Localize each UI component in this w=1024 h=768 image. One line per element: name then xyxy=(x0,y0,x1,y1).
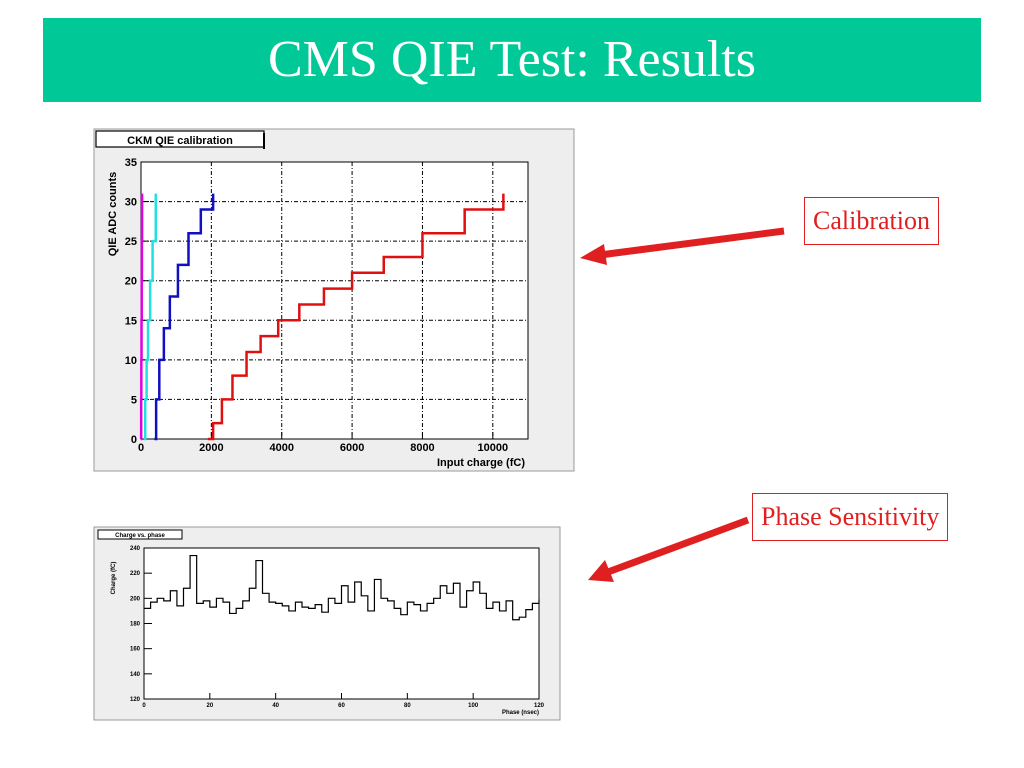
title-bar: CMS QIE Test: Results xyxy=(43,18,981,102)
phase-chart-title: Charge vs. phase xyxy=(115,533,165,539)
slide-title: CMS QIE Test: Results xyxy=(267,31,756,88)
phase-sensitivity-callout: Phase Sensitivity xyxy=(752,493,949,541)
phase-y-tick-label: 140 xyxy=(130,672,141,678)
phase-x-tick-label: 20 xyxy=(206,703,213,709)
phase-x-axis-label: Phase (nsec) xyxy=(502,710,539,716)
calibration-series-line-3 xyxy=(207,193,505,441)
phase-y-tick-label: 160 xyxy=(130,647,141,653)
calibration-y-tick-label: 0 xyxy=(131,434,137,446)
calibration-chart-title: CKM QIE calibration xyxy=(127,135,233,147)
phase-ticks: 0 20 40 60 80 100 120 120 140 160 180 200 220 240 xyxy=(130,546,545,709)
calibration-x-tick-label: 8000 xyxy=(410,442,434,454)
phase-x-tick-label: 0 xyxy=(142,703,146,709)
phase-arrow xyxy=(588,516,750,582)
calibration-x-tick-label: 0 xyxy=(138,442,144,454)
calibration-y-tick-label: 30 xyxy=(125,197,137,209)
phase-series xyxy=(144,554,540,621)
phase-x-tick-label: 40 xyxy=(272,703,279,709)
calibration-series-line-2 xyxy=(154,193,215,441)
phase-series-line-0 xyxy=(144,554,540,621)
calibration-y-tick-label: 5 xyxy=(131,394,137,406)
calibration-y-tick-label: 35 xyxy=(125,157,137,169)
calibration-ticks: 0 2000 4000 6000 8000 10000 0 5 10 15 20 25 30 35 xyxy=(125,157,508,454)
phase-x-tick-label: 100 xyxy=(468,703,479,709)
calibration-plot-area xyxy=(140,161,529,440)
calibration-x-tick-label: 4000 xyxy=(269,442,293,454)
calibration-y-tick-label: 15 xyxy=(125,315,137,327)
phase-x-tick-label: 60 xyxy=(338,703,345,709)
calibration-x-tick-label: 10000 xyxy=(478,442,509,454)
phase-y-tick-label: 200 xyxy=(130,596,141,602)
phase-y-tick-label: 180 xyxy=(130,622,141,628)
calibration-y-tick-label: 10 xyxy=(125,355,137,367)
calibration-callout: Calibration xyxy=(804,197,939,245)
calibration-x-tick-label: 6000 xyxy=(340,442,364,454)
phase-x-tick-label: 120 xyxy=(534,703,545,709)
phase-y-axis-label: Charge (fC) xyxy=(111,562,117,595)
phase-chart: Charge vs. phase 0 20 40 60 80 100 120 120 140 16… xyxy=(93,526,561,721)
calibration-y-axis-label: QIE ADC counts xyxy=(107,172,119,257)
calibration-series-line-0 xyxy=(139,193,144,441)
calibration-series xyxy=(139,193,505,441)
phase-x-tick-label: 80 xyxy=(404,703,411,709)
calibration-chart: CKM QIE calibration 0 2000 4000 6000 8000 100… xyxy=(93,128,575,472)
phase-y-tick-label: 120 xyxy=(130,697,141,703)
calibration-grid xyxy=(141,162,528,439)
calibration-y-tick-label: 25 xyxy=(125,236,137,248)
phase-y-tick-label: 220 xyxy=(130,571,141,577)
calibration-series-line-1 xyxy=(143,193,158,441)
calibration-arrow xyxy=(580,227,785,265)
phase-plot-area xyxy=(143,547,540,700)
calibration-y-tick-label: 20 xyxy=(125,276,137,288)
phase-y-tick-label: 240 xyxy=(130,546,141,552)
calibration-x-tick-label: 2000 xyxy=(199,442,223,454)
calibration-x-axis-label: Input charge (fC) xyxy=(437,457,525,469)
phase-chart-title-box xyxy=(97,529,183,540)
